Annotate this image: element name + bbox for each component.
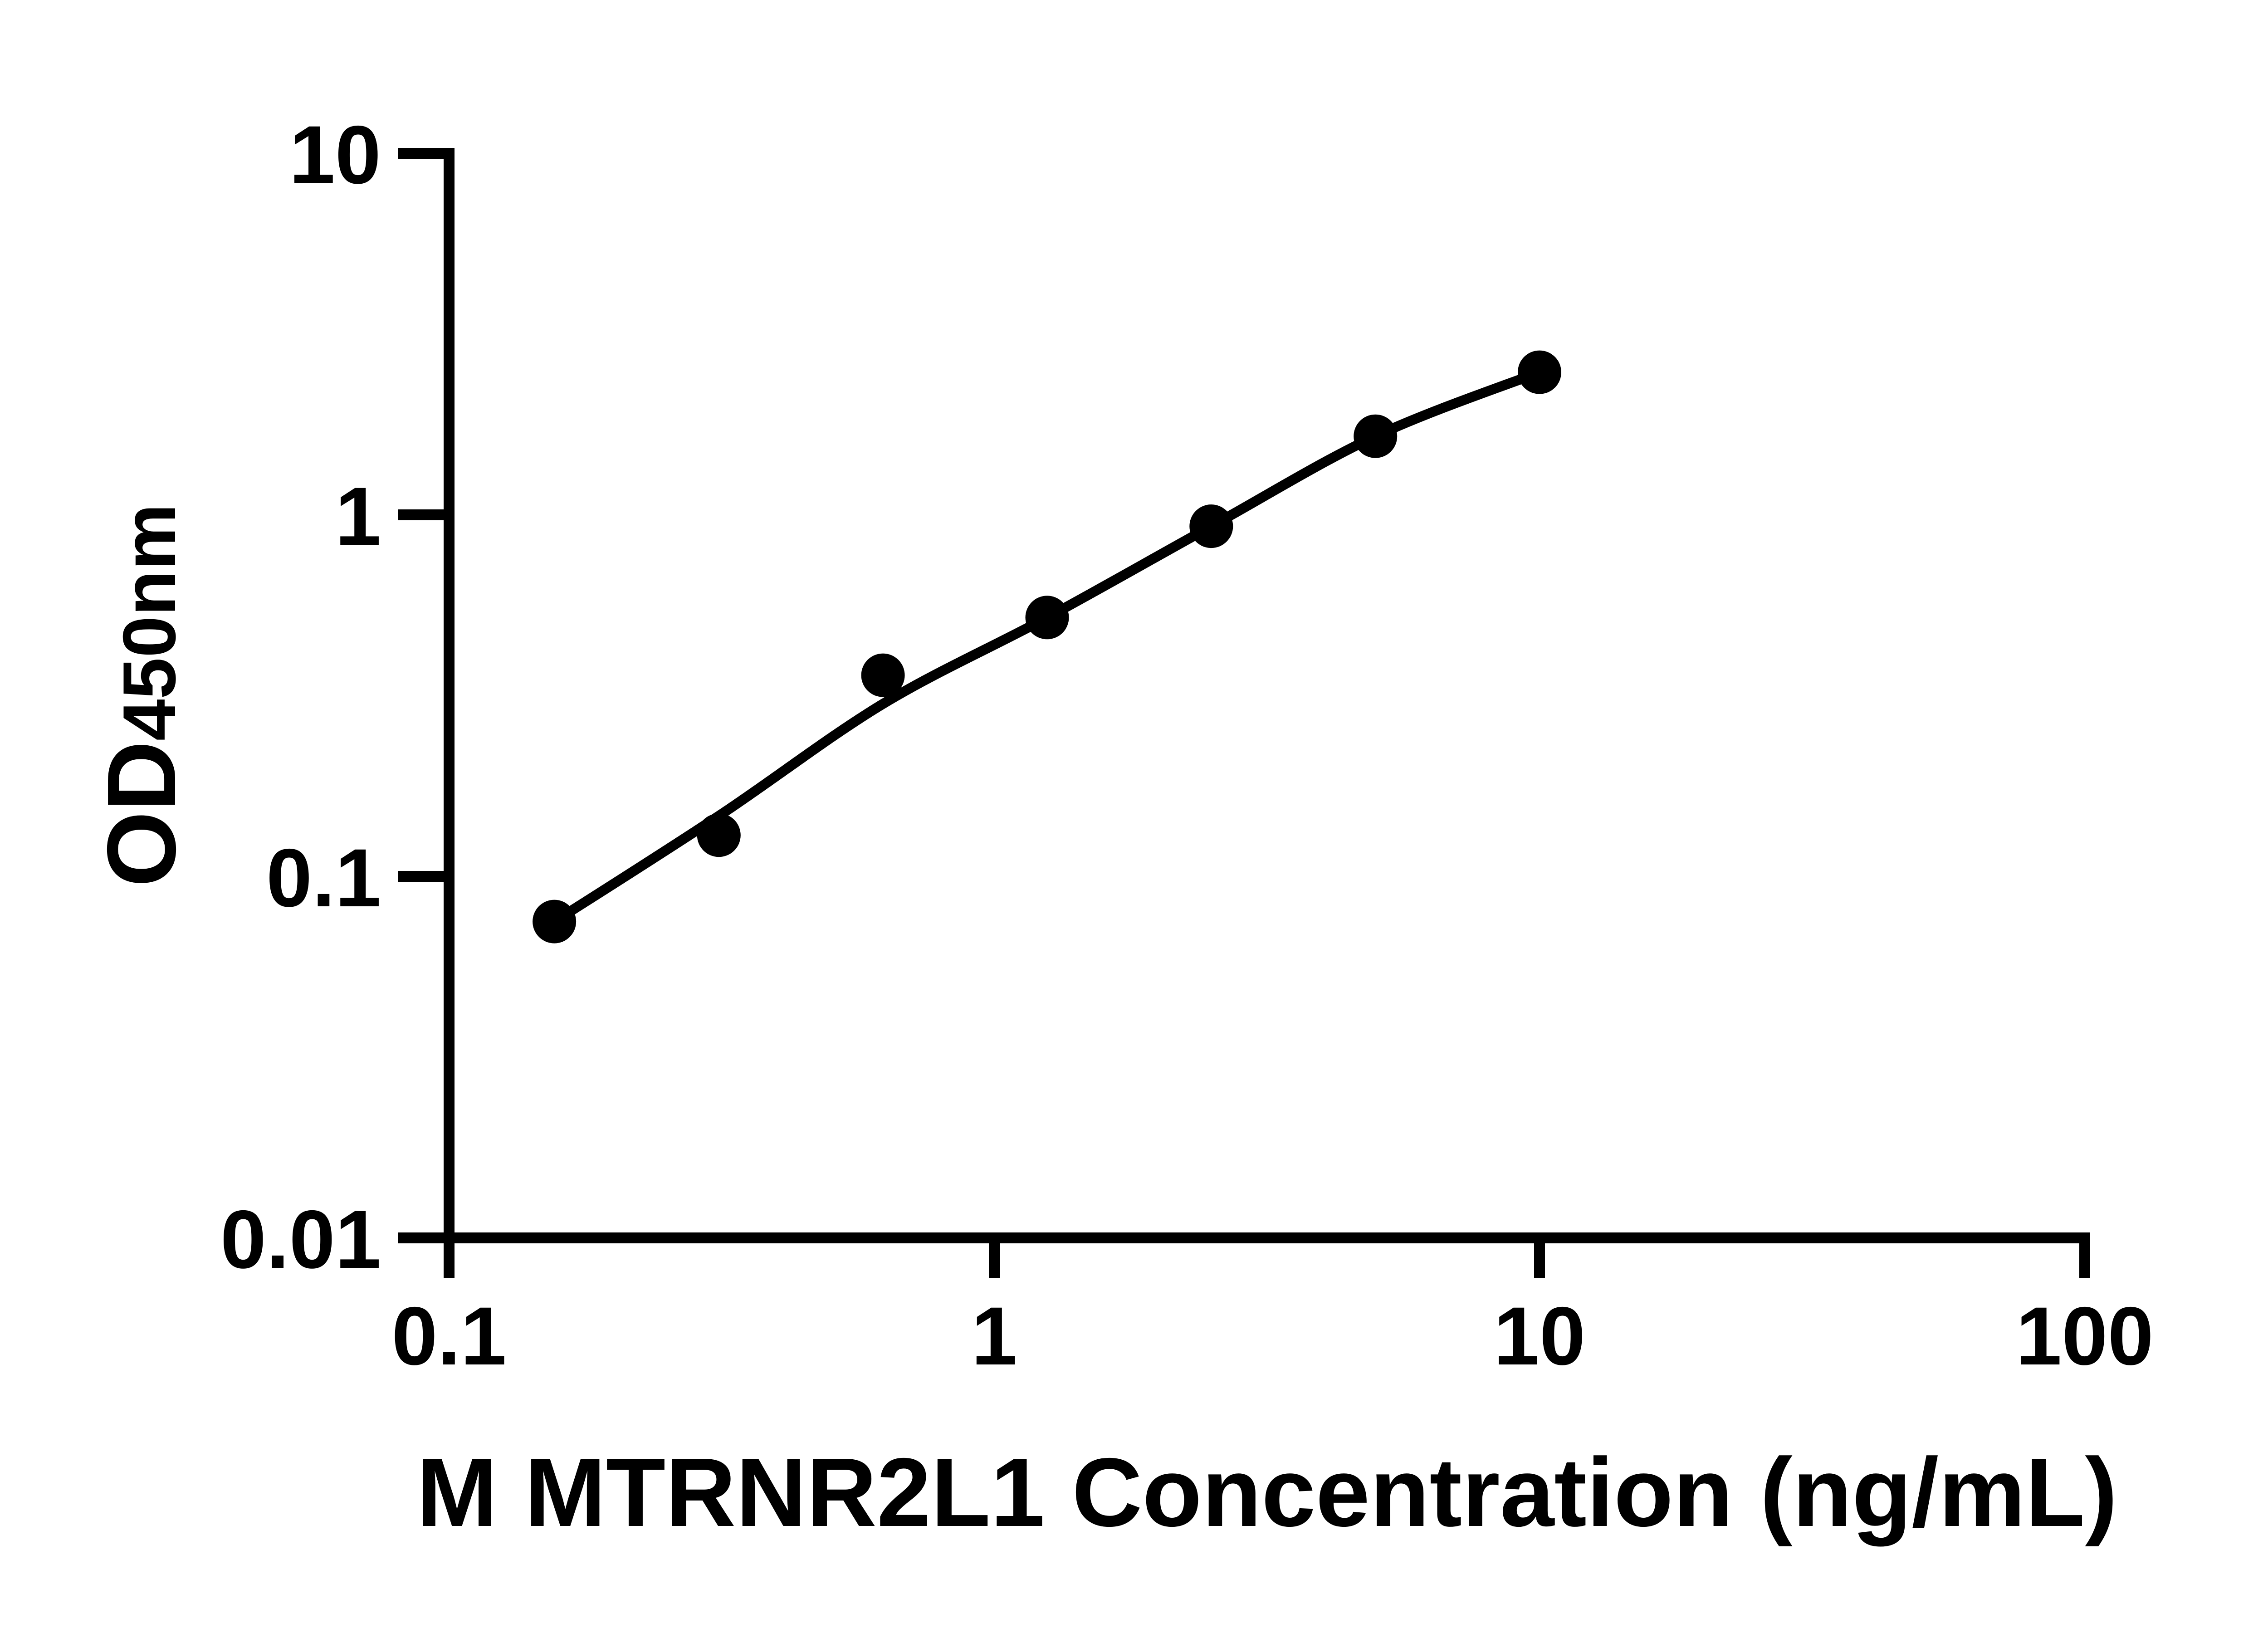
y-tick-label: 10 xyxy=(289,108,381,201)
y-tick-label: 1 xyxy=(335,470,381,562)
data-point xyxy=(861,653,905,697)
y-axis-title: OD450nm xyxy=(85,423,198,968)
data-point xyxy=(1025,596,1069,640)
data-point xyxy=(1518,350,1561,394)
y-tick-label: 0.01 xyxy=(220,1193,381,1286)
data-point xyxy=(1189,504,1233,548)
data-point xyxy=(697,813,741,857)
x-axis-title: M MTRNR2L1 Concentration (ng/mL) xyxy=(416,1437,2118,1547)
x-tick-label: 1 xyxy=(971,1290,1017,1382)
y-tick-label: 0.1 xyxy=(266,831,381,924)
y-axis-title-main: OD xyxy=(87,741,196,887)
data-point xyxy=(1354,414,1398,458)
y-axis-title-subscript: 450nm xyxy=(108,504,191,741)
x-tick-label: 0.1 xyxy=(391,1290,506,1382)
data-point xyxy=(533,900,577,944)
x-tick-label: 100 xyxy=(2016,1290,2154,1382)
axis-spine xyxy=(444,148,2090,1243)
x-tick-label: 10 xyxy=(1494,1290,1585,1382)
